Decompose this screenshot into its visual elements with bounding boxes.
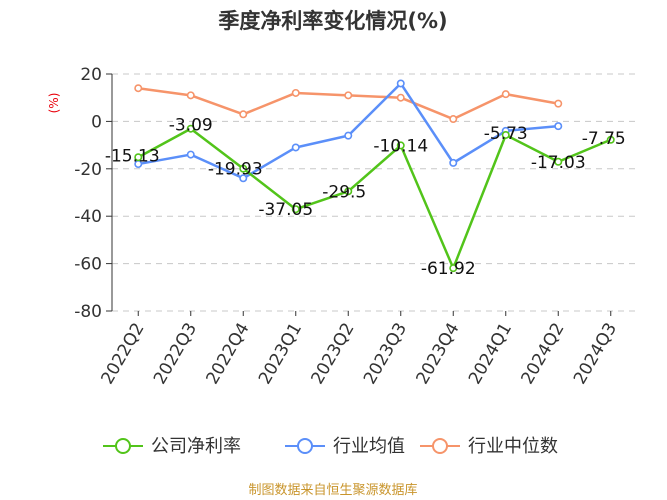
data-label: -7.75 <box>582 129 626 149</box>
series-point <box>344 91 353 100</box>
series-point <box>449 115 458 124</box>
y-axis-label: (%) <box>47 93 61 114</box>
legend: 公司净利率 行业均值 行业中位数 <box>103 436 558 457</box>
x-axis-ticks: 2022Q2 2022Q3 2022Q4 2023Q1 2023Q2 2023Q3 2023… <box>98 311 621 388</box>
series-line <box>137 127 612 270</box>
x-tick-label: 2024Q2 <box>518 320 569 388</box>
series-point <box>396 93 405 102</box>
x-tick-label: 2023Q1 <box>255 320 306 388</box>
series-point <box>239 110 248 119</box>
y-tick-label: 0 <box>91 112 102 132</box>
legend-label: 公司净利率 <box>151 436 241 457</box>
series-point <box>291 88 300 97</box>
series-point <box>239 164 248 173</box>
data-label: -37.05 <box>258 200 313 220</box>
source-note: 制图数据来自恒生聚源数据库 <box>248 482 417 498</box>
x-tick-label: 2022Q4 <box>203 320 254 388</box>
series-point <box>186 150 195 159</box>
x-tick-label: 2022Q3 <box>150 320 201 388</box>
legend-item[interactable]: 行业均值 <box>285 436 405 457</box>
y-tick-label: -80 <box>74 302 102 322</box>
series-point <box>449 158 458 167</box>
legend-item[interactable]: 公司净利率 <box>103 436 241 457</box>
data-label: -17.03 <box>531 153 586 173</box>
legend-marker <box>297 438 313 454</box>
x-tick-label: 2024Q3 <box>570 320 621 388</box>
data-label: -10.14 <box>373 136 428 156</box>
series-point <box>186 124 195 133</box>
series-point <box>291 143 300 152</box>
series-point <box>449 264 458 273</box>
series-point <box>186 91 195 100</box>
series-point <box>134 84 143 93</box>
y-tick-label: -20 <box>74 160 102 180</box>
x-tick-label: 2023Q3 <box>360 320 411 388</box>
x-tick-label: 2023Q2 <box>308 320 359 388</box>
data-label: -15.13 <box>105 146 160 166</box>
legend-marker <box>432 438 448 454</box>
series-point <box>344 131 353 140</box>
y-tick-label: 20 <box>80 65 102 85</box>
series-point <box>554 99 563 108</box>
series-point <box>554 122 563 131</box>
data-label: -61.92 <box>421 259 476 279</box>
x-tick-label: 2024Q1 <box>465 320 516 388</box>
series-point <box>344 187 353 196</box>
series-point <box>554 157 563 166</box>
data-label: -29.5 <box>322 182 366 202</box>
series-point <box>606 135 615 144</box>
series-group <box>134 79 615 273</box>
data-label: -3.09 <box>169 116 213 136</box>
data-labels: -15.13 -3.09 -19.93 -37.05 -29.5 -10.14 -61.92… <box>105 116 626 279</box>
data-label: -5.73 <box>484 124 528 144</box>
legend-label: 行业中位数 <box>468 436 558 457</box>
x-tick-label: 2022Q2 <box>98 320 149 388</box>
series-point <box>396 141 405 150</box>
series-point <box>501 90 510 99</box>
data-label: -19.93 <box>208 160 263 180</box>
x-tick-label: 2023Q4 <box>413 320 464 388</box>
series-point <box>396 79 405 88</box>
legend-item[interactable]: 行业中位数 <box>420 436 558 457</box>
series-point <box>291 205 300 214</box>
series-point <box>239 174 248 183</box>
series-point <box>134 153 143 162</box>
legend-marker <box>115 438 131 454</box>
y-tick-label: -60 <box>74 255 102 275</box>
y-tick-label: -40 <box>74 207 102 227</box>
y-axis-ticks: 20 0 -20 -40 -60 -80 <box>74 65 112 322</box>
chart-title: 季度净利率变化情况(%) <box>218 9 447 33</box>
series-point <box>501 130 510 139</box>
legend-label: 行业均值 <box>333 436 405 457</box>
